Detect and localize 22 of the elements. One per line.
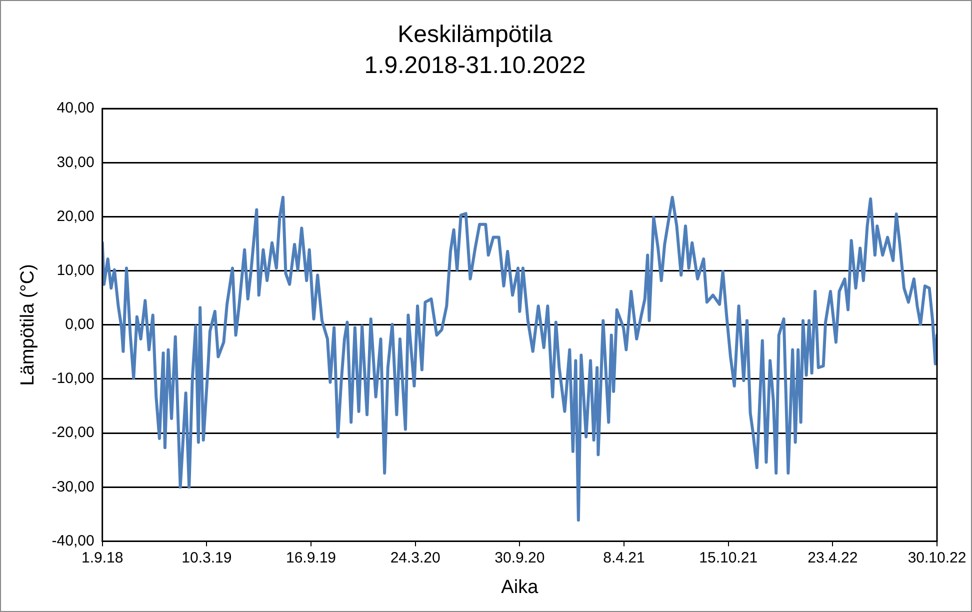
y-axis-title: Lämpötila (°C) [18,264,39,386]
x-axis-title: Aika [501,576,539,598]
chart-subtitle: 1.9.2018-31.10.2022 [364,52,586,79]
chart-title: Keskilämpötila [398,21,554,48]
x-tick-label: 15.10.21 [699,549,758,566]
y-tick-label: 40,00 [56,100,94,117]
y-tick-label: -30,00 [52,478,94,496]
y-tick-label: 30,00 [56,154,94,171]
y-tick-label: 10,00 [56,262,94,279]
x-tick-label: 30.10.22 [908,549,966,566]
y-tick-label: -10,00 [52,370,94,388]
y-tick-label: 20,00 [56,208,94,225]
x-tick-label: 24.3.20 [390,549,440,566]
x-tick-label: 10.3.19 [182,549,232,566]
y-tick-label: -40,00 [52,532,94,550]
x-tick-label: 16.9.19 [286,549,336,566]
x-tick-label: 23.4.22 [808,549,858,566]
y-tick-label: 0,00 [65,316,94,334]
y-tick-label: -20,00 [52,424,94,442]
x-tick-label: 1.9.18 [81,549,124,566]
x-tick-label: 30.9.20 [494,549,545,566]
x-tick-label: 8.4.21 [603,549,645,566]
